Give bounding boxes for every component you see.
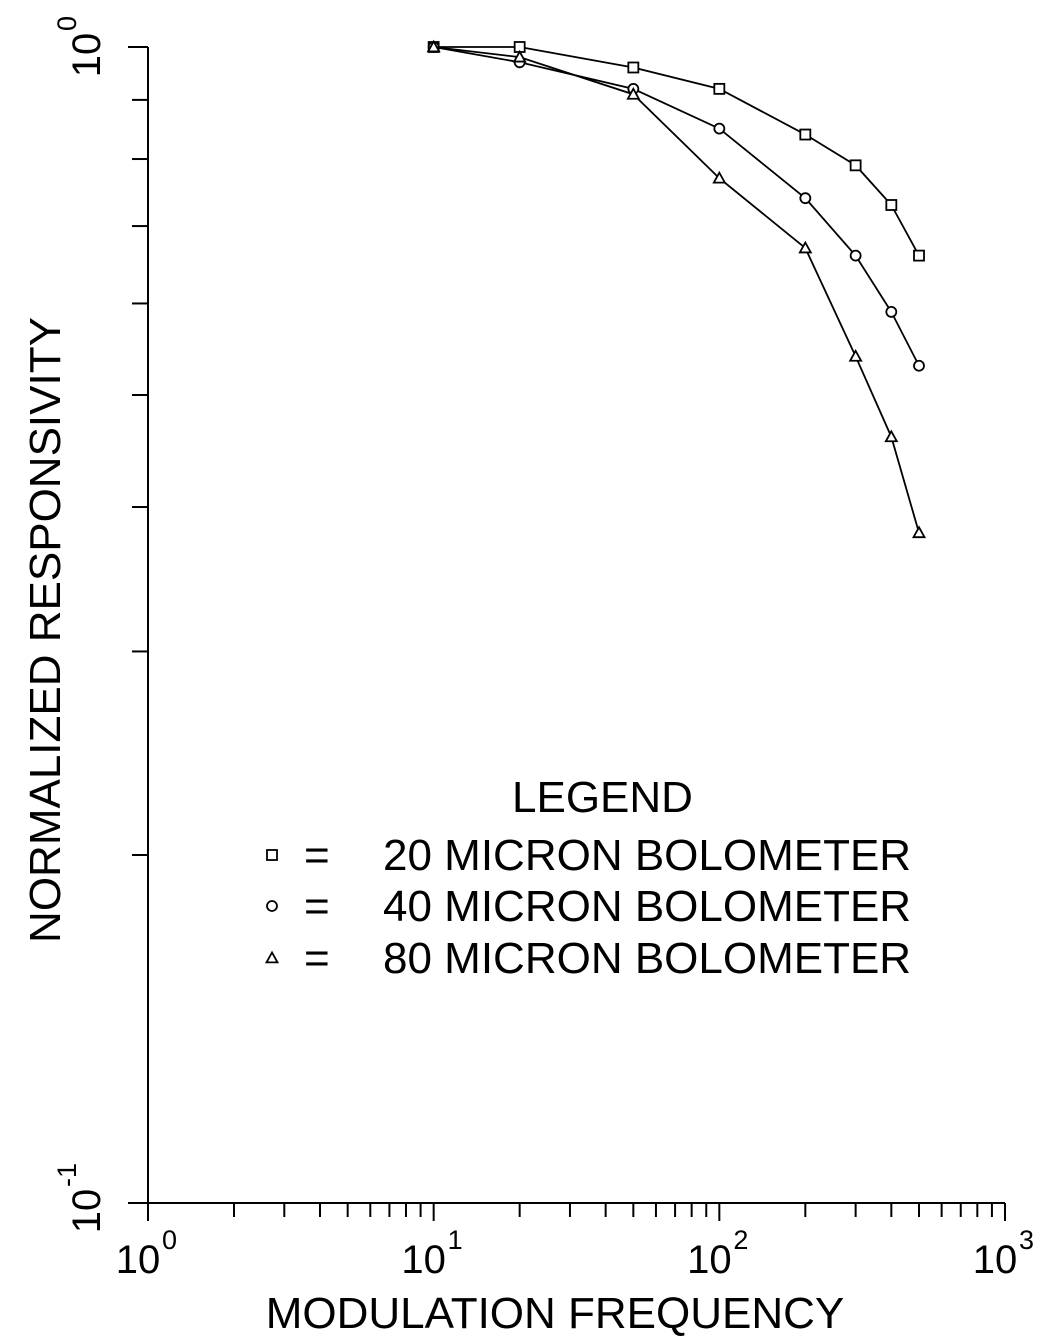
data-point-circle [913,359,925,372]
series-line [433,46,920,257]
x-tick-exponent: 3 [1019,1225,1034,1255]
x-tick-exponent: 0 [162,1225,177,1255]
y-axis-ticks [128,46,148,1204]
data-point-triangle [426,39,441,53]
legend-entry-label: 80 MICRON BOLOMETER [383,934,911,983]
x-tick-label: 10 [687,1238,732,1282]
x-tick-label: 10 [401,1238,446,1282]
legend-equals: = [304,882,330,931]
data-point-triangle [798,240,813,254]
data-point-square [713,82,726,95]
y-tick-label-group: 100 [52,16,109,77]
data-point-square [885,199,898,211]
series [426,39,927,539]
data-point-triangle [512,49,527,63]
y-axis-title: NORMALIZED RESPONSIVITY [21,317,70,943]
legend-marker-square [266,849,278,861]
data-point-circle [799,192,812,205]
x-axis-title: MODULATION FREQUENCY [266,1289,845,1338]
data-point-circle [849,249,862,262]
data-point-triangle [911,525,927,539]
legend-equals: = [304,934,330,983]
legend-marker-triangle [264,950,280,964]
legend-equals: = [304,831,330,880]
data-point-circle [713,122,726,135]
data-point-square [849,159,862,172]
x-tick-exponent: 1 [448,1225,463,1255]
y-tick-label: 10 [65,1189,109,1234]
data-point-square [799,128,812,141]
y-tick-exponent: 0 [52,16,82,31]
data-point-square [913,249,925,262]
series-circle [427,41,925,372]
series-square [427,41,925,262]
series-line [433,46,920,534]
data-point-triangle [884,429,899,443]
legend-marker-circle [266,900,278,912]
legend: LEGEND = 20 MICRON BOLOMETER = 40 MICRON BO… [264,773,911,983]
x-tick-exponent: 2 [733,1225,748,1255]
data-point-circle [885,305,898,318]
x-tick-label: 10 [116,1238,161,1282]
series-line [433,46,920,367]
data-point-triangle [626,86,641,100]
x-axis-ticks [147,1203,1006,1221]
x-tick-labels: 10 0 10 1 10 2 10 3 [116,1225,1034,1282]
legend-entry-label: 20 MICRON BOLOMETER [383,831,911,880]
y-tick-label-group: 10-1 [52,1163,109,1233]
series-triangle [426,39,927,539]
legend-title: LEGEND [512,773,693,822]
axes [128,46,1006,1221]
data-point-square [627,61,640,74]
y-tick-exponent: -1 [52,1163,82,1187]
data-point-triangle [712,170,727,184]
legend-entry-label: 40 MICRON BOLOMETER [383,882,911,931]
x-tick-label: 10 [973,1238,1018,1282]
y-tick-label: 10 [65,33,109,78]
data-point-triangle [848,348,863,362]
